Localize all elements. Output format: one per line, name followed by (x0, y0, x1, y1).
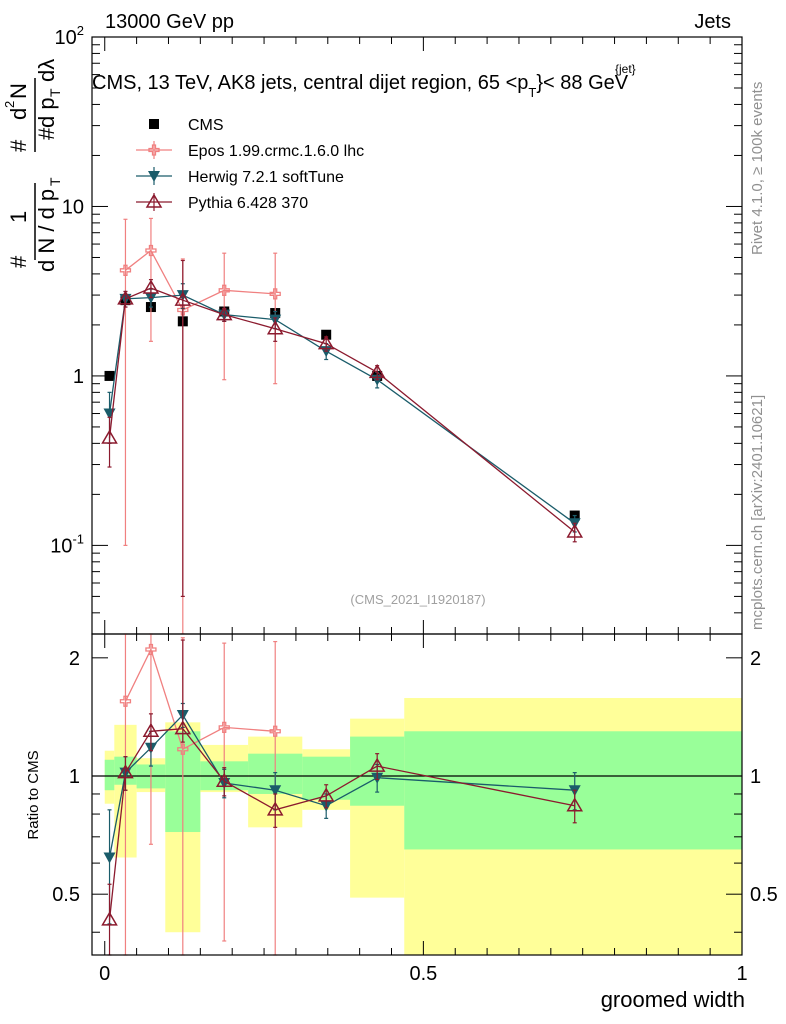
main-point-pythia-6-428-370 (101, 429, 118, 444)
title-end: }< 88 GeV (536, 72, 628, 94)
legend-entry-pythia-6-428-370: Pythia 6.428 370 (136, 193, 308, 212)
legend-label-herwig-7-2-1-softtune: Herwig 7.2.1 softTune (188, 169, 344, 186)
ylabel-d2n-sup: 2 (2, 101, 17, 108)
ratio-point-epos-1-99-crmc-1-6-0-lhc (119, 695, 132, 707)
ratio-ylabel: Ratio to CMS (25, 750, 42, 839)
main-point-cms (321, 329, 332, 340)
ylabel-hash-2: # (6, 139, 31, 152)
main-yticklabel-base: 10 (55, 27, 77, 49)
main-point-pythia-6-428-370 (174, 291, 192, 306)
main-point-cms (104, 370, 115, 381)
ratio-point-pythia-6-428-370 (174, 720, 192, 735)
ylabel-hash-1: # (6, 255, 31, 268)
ylabel-dndpt: d N / d p (34, 189, 59, 272)
ratio-yticklabel-right: 2 (750, 648, 761, 670)
ratio-point-epos-1-99-crmc-1-6-0-lhc (177, 743, 189, 755)
ylabel-dpt-sub: T (47, 88, 63, 97)
legend-label-pythia-6-428-370: Pythia 6.428 370 (188, 195, 308, 212)
main-point-pythia-6-428-370 (142, 279, 160, 294)
ratio-point-pythia-6-428-370 (368, 757, 386, 772)
legend-entry-herwig-7-2-1-softtune: Herwig 7.2.1 softTune (136, 167, 344, 186)
ratio-point-pythia-6-428-370 (117, 764, 134, 779)
main-point-pythia-6-428-370 (266, 320, 284, 335)
legend: CMS Epos 1.99.crmc.1.6.0 lhc Herwig 7.2.1 … (136, 117, 364, 212)
ratio-point-pythia-6-428-370 (101, 911, 118, 926)
legend-entry-epos-1-99-crmc-1-6-0-lhc: Epos 1.99.crmc.1.6.0 lhc (136, 141, 364, 160)
main-yticklabel: 102 (55, 23, 84, 49)
ylabel-dndpt-sub: T (47, 177, 63, 186)
ratio-point-pythia-6-428-370 (317, 787, 335, 802)
ratio-point-pythia-6-428-370 (566, 797, 584, 812)
side-label-bottom: mcplots.cern.ch [arXiv:2401.10621] (749, 395, 766, 630)
ylabel-d2n: d (6, 108, 31, 120)
ylabel-dpt: d p (34, 97, 59, 128)
ratio-point-pythia-6-428-370 (215, 772, 233, 787)
main-ylabel: # 1 d N / d p T # d 2 N # d p T dλ (2, 59, 63, 272)
main-yticklabel: 10 (62, 196, 84, 218)
main-point-pythia-6-428-370 (317, 335, 335, 350)
main-point-epos-1-99-crmc-1-6-0-lhc (269, 288, 281, 300)
ylabel-hash-3: # (34, 127, 59, 140)
ratio-yticklabel-right: 0.5 (750, 884, 778, 906)
main-yticklabel-base: 10 (50, 535, 72, 557)
legend-marker-herwig-7-2-1-softtune (148, 171, 160, 182)
ratio-point-pythia-6-428-370 (266, 801, 284, 816)
title-main: CMS, 13 TeV, AK8 jets, central dijet reg… (92, 72, 528, 94)
main-yticklabel-exp: -1 (72, 531, 84, 546)
ratio-band-inner (104, 759, 115, 791)
legend-label-epos-1-99-crmc-1-6-0-lhc: Epos 1.99.crmc.1.6.0 lhc (188, 143, 364, 160)
title-sup: {jet} (615, 62, 636, 76)
main-point-pythia-6-428-370 (117, 290, 134, 305)
ratio-yticklabel-left: 1 (69, 766, 80, 788)
ratio-frame (91, 633, 743, 956)
ratio-xticklabel: 1 (736, 963, 747, 985)
main-point-epos-1-99-crmc-1-6-0-lhc (218, 284, 230, 296)
ratio-series-pythia-6-428-370 (101, 639, 584, 956)
main-yticklabel-exp: 2 (77, 23, 84, 38)
ratio-xlabel: groomed width (601, 987, 745, 1012)
ratio-yticklabel-left: 0.5 (52, 884, 80, 906)
watermark: (CMS_2021_I1920187) (350, 592, 485, 607)
ratio-point-pythia-6-428-370 (142, 722, 160, 738)
title-sub: T (528, 85, 536, 100)
ratio-point-herwig-7-2-1-softtune (103, 852, 116, 864)
header-right: Jets (694, 11, 731, 33)
ylabel-dlambda: dλ (34, 59, 59, 82)
side-label-top: Rivet 4.1.0, ≥ 100k events (749, 82, 766, 255)
legend-entry-cms: CMS (149, 117, 224, 134)
main-point-pythia-6-428-370 (566, 523, 584, 538)
chart-title: CMS, 13 TeV, AK8 jets, central dijet reg… (92, 72, 629, 100)
ratio-point-epos-1-99-crmc-1-6-0-lhc (145, 643, 157, 656)
main-point-epos-1-99-crmc-1-6-0-lhc (119, 264, 132, 276)
main-line-herwig-7-2-1-softtune (108, 294, 576, 524)
main-point-pythia-6-428-370 (215, 306, 233, 321)
ylabel-d2n-n: N (6, 83, 31, 99)
ratio-yticklabel-right: 1 (750, 766, 761, 788)
ratio-xticklabel: 0.5 (409, 963, 437, 985)
main-series-cms (104, 295, 580, 521)
ratio-yticklabel-left: 2 (69, 648, 80, 670)
header-left: 13000 GeV pp (105, 11, 234, 33)
main-point-pythia-6-428-370 (368, 363, 386, 379)
main-yticklabel: 1 (73, 366, 84, 388)
main-series-herwig-7-2-1-softtune (103, 283, 581, 533)
main-yticklabel: 10-1 (50, 531, 84, 557)
ratio-point-epos-1-99-crmc-1-6-0-lhc (269, 725, 281, 737)
ratio-point-herwig-7-2-1-softtune (269, 785, 282, 797)
ratio-line-epos-1-99-crmc-1-6-0-lhc (124, 647, 276, 751)
ratio-point-epos-1-99-crmc-1-6-0-lhc (218, 721, 230, 734)
main-line-epos-1-99-crmc-1-6-0-lhc (125, 249, 276, 311)
main-point-epos-1-99-crmc-1-6-0-lhc (145, 244, 157, 257)
legend-marker-pythia-6-428-370 (145, 193, 163, 208)
legend-label-cms: CMS (188, 117, 224, 134)
ylabel-one: 1 (6, 211, 31, 223)
legend-marker-epos-1-99-crmc-1-6-0-lhc (148, 144, 160, 156)
legend-marker-cms (149, 119, 159, 129)
main-series-epos-1-99-crmc-1-6-0-lhc (119, 217, 281, 635)
ratio-panel: 0.5 0.5 1 1 2 2 0 0.5 1 (52, 633, 778, 985)
ratio-xticklabel: 0 (99, 963, 110, 985)
main-series-pythia-6-428-370 (101, 259, 584, 598)
